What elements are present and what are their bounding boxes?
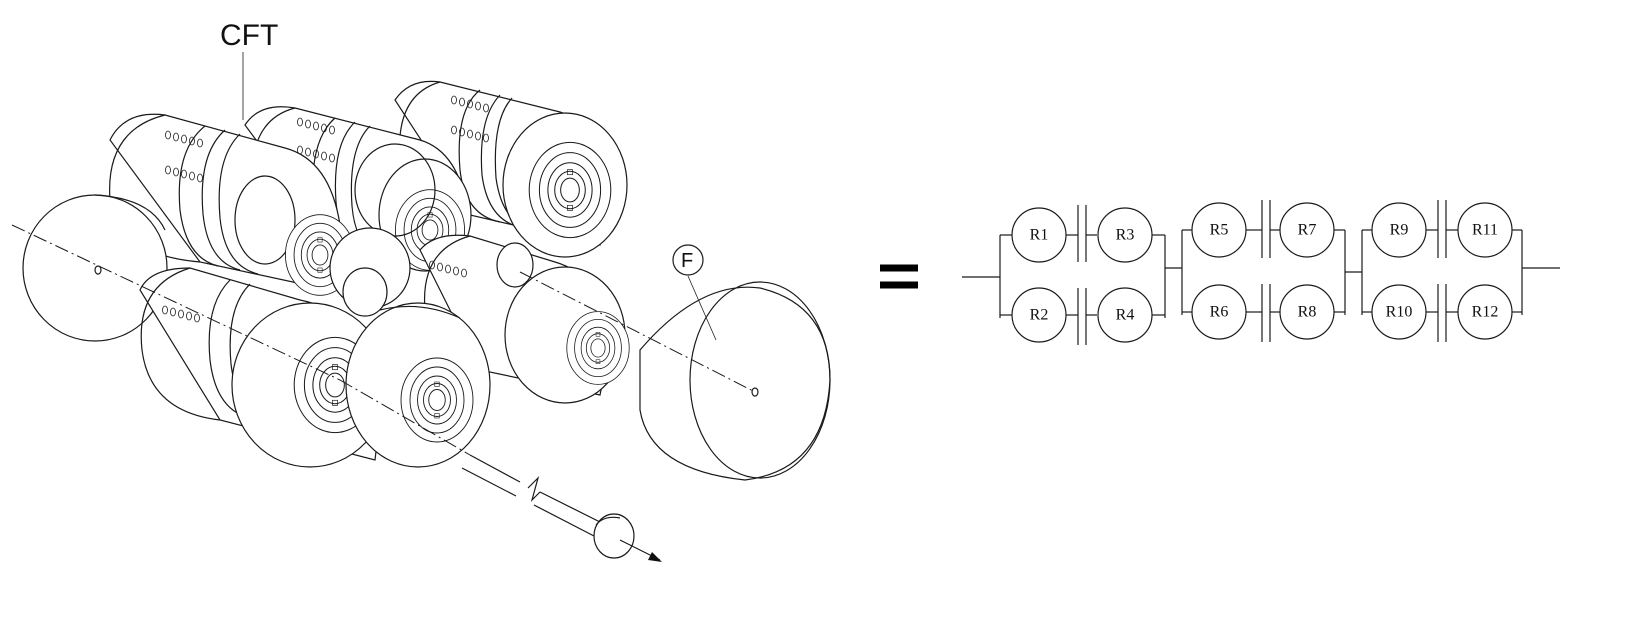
resonator-r7-label: R7: [1298, 222, 1317, 239]
coupling-element-center: [330, 228, 410, 316]
resonator-r5-label: R5: [1210, 222, 1229, 239]
cft-label: CFT: [220, 19, 278, 52]
equivalent-circuit: R1 R3 R5 R7 R9 R11 R2 R4 R6 R8 R10 R12: [962, 200, 1560, 345]
left-end-disc: [23, 195, 167, 341]
resonator-r4-label: R4: [1116, 307, 1135, 324]
filter-label: F: [681, 250, 693, 272]
resonator-r2-label: R2: [1030, 307, 1049, 324]
resonator-r6-label: R6: [1210, 304, 1229, 321]
resonator-r10-label: R10: [1386, 304, 1413, 321]
resonator-r1-label: R1: [1030, 227, 1049, 244]
resonator-assembly-drawing: F CFT: [12, 19, 830, 562]
resonator-r9-label: R9: [1390, 222, 1409, 239]
filter-cover-cylinder: F: [640, 245, 830, 480]
equals-sign: [880, 268, 918, 285]
resonator-r3-label: R3: [1116, 227, 1135, 244]
tuning-probe: [462, 455, 662, 562]
resonator-front-middle: [346, 303, 490, 467]
resonator-r12-label: R12: [1472, 304, 1499, 321]
resonator-r8-label: R8: [1298, 304, 1317, 321]
resonator-r11-label: R11: [1472, 222, 1498, 239]
